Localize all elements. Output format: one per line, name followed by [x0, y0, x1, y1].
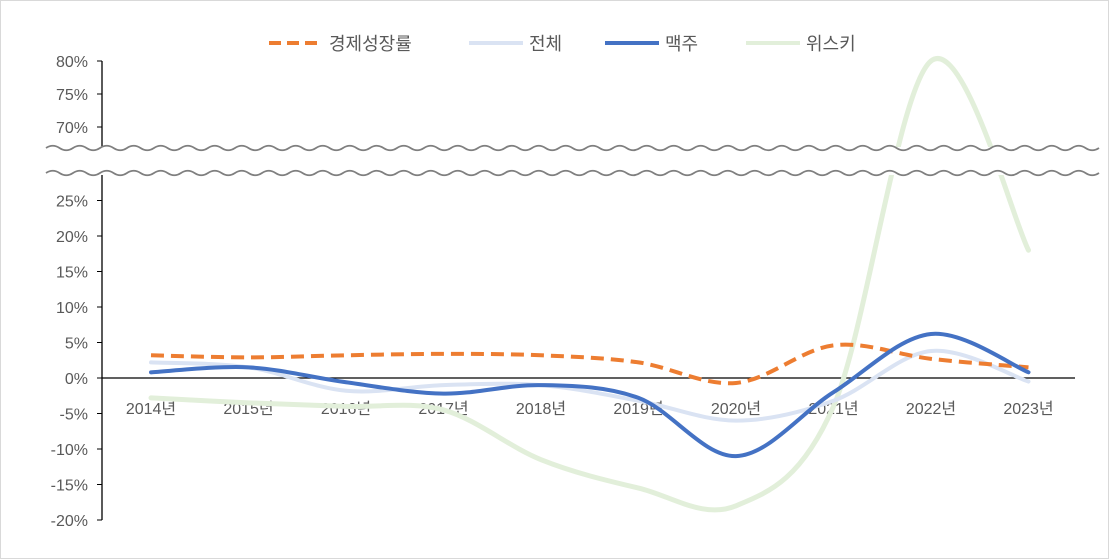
series-line-1: [149, 348, 1031, 423]
y-tick-label: 80%: [56, 54, 88, 71]
y-tick-label: 75%: [56, 87, 88, 104]
legend: 경제성장률 전체 맥주 위스키: [269, 34, 856, 54]
x-tick-label: 2016년: [321, 400, 371, 418]
series-line-3: [148, 56, 1031, 513]
y-tick-label: 15%: [56, 265, 88, 282]
legend-label-2: 맥주: [665, 34, 698, 54]
y-tick-label: 20%: [56, 229, 88, 246]
legend-label-3: 위스키: [806, 34, 856, 54]
x-tick-label: 2018년: [516, 400, 566, 418]
axes: -20% -15% -10% -5% 0% 5% 10% 15% 20% 25% 70% 75% 80%…: [51, 54, 1075, 530]
legend-label-1: 전체: [529, 34, 562, 54]
y-tick-label: -20%: [51, 513, 88, 530]
y-tick-label: -10%: [51, 442, 88, 459]
series-lines: [148, 56, 1031, 513]
series-line-2: [149, 331, 1031, 459]
legend-label-0: 경제성장률: [329, 34, 412, 54]
y-tick-label: 5%: [65, 336, 88, 353]
y-tick-label: 25%: [56, 194, 88, 211]
axis-break-line-bottom: [45, 169, 1100, 177]
x-tick-label: 2022년: [906, 400, 956, 418]
x-tick-label: 2020년: [711, 400, 761, 418]
y-tick-label: -15%: [51, 478, 88, 495]
x-tick-label: 2023년: [1003, 400, 1053, 418]
x-tick-label: 2014년: [126, 400, 176, 418]
axis-break-line-top: [45, 144, 1100, 152]
series-line-0: [150, 342, 1029, 386]
y-tick-label: 10%: [56, 300, 88, 317]
y-tick-label: -5%: [60, 407, 88, 424]
axis-break: [45, 144, 1100, 177]
y-tick-label: 0%: [65, 371, 88, 388]
y-tick-label: 70%: [56, 120, 88, 137]
